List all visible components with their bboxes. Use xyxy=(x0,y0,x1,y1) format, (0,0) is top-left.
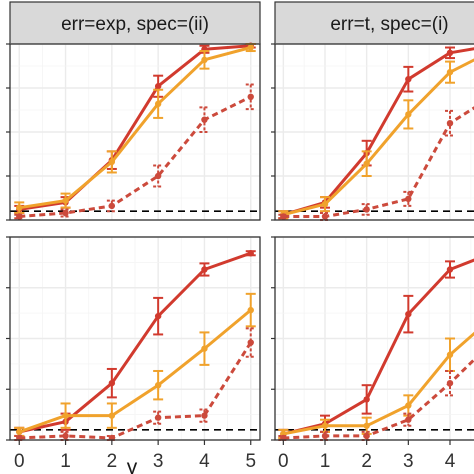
data-point xyxy=(446,379,454,387)
data-point xyxy=(247,44,254,51)
x-axis-ticks: 0 1 2 3 4 5 0 1 2 3 4 xyxy=(14,440,456,472)
x-tick-label: 0 xyxy=(278,451,289,472)
data-point xyxy=(16,204,23,211)
series-dashed_red-dashed xyxy=(278,106,474,221)
series-line xyxy=(19,341,252,440)
panel-border xyxy=(274,236,474,441)
series-orange xyxy=(14,43,256,214)
data-point xyxy=(363,160,370,167)
series-line xyxy=(283,357,474,440)
x-tick-label: 4 xyxy=(445,451,456,472)
series-line xyxy=(18,308,252,434)
data-point xyxy=(247,306,254,314)
series-line xyxy=(19,44,251,211)
data-point xyxy=(16,213,23,220)
series-line xyxy=(282,258,474,436)
data-point xyxy=(321,213,329,220)
data-point xyxy=(363,396,370,403)
data-point xyxy=(201,345,208,352)
series-line xyxy=(19,46,252,210)
data-point xyxy=(405,310,412,318)
x-tick-label: 4 xyxy=(199,451,210,472)
x-tick-label: 0 xyxy=(14,451,25,472)
facet-strip xyxy=(9,1,261,45)
data-point xyxy=(363,432,370,440)
data-point xyxy=(154,312,162,320)
data-point xyxy=(108,412,116,419)
data-point xyxy=(154,414,162,421)
data-point xyxy=(405,416,412,423)
x-tick-label: 1 xyxy=(60,451,71,472)
panel-4 xyxy=(271,236,474,442)
panel-2: err=t, spec=(i) xyxy=(271,1,474,221)
data-point xyxy=(247,93,254,101)
series-line xyxy=(283,106,474,218)
data-point xyxy=(108,158,116,166)
series-orange xyxy=(278,331,474,439)
data-point xyxy=(154,381,162,389)
series-line xyxy=(19,95,252,218)
panel-border xyxy=(9,43,261,221)
data-point xyxy=(201,56,208,64)
data-point xyxy=(405,76,412,83)
series-dashed_red-dashed xyxy=(14,83,256,220)
data-point xyxy=(108,202,116,210)
x-tick-label: 1 xyxy=(320,451,331,472)
data-point xyxy=(62,209,69,217)
x-tick-label: 3 xyxy=(403,451,414,472)
x-tick-label: 5 xyxy=(245,451,256,472)
series-line xyxy=(283,331,474,436)
data-point xyxy=(201,412,208,419)
data-point xyxy=(363,422,370,429)
data-point xyxy=(321,422,329,429)
series-line xyxy=(282,58,474,217)
data-point xyxy=(280,213,287,220)
data-point xyxy=(108,379,116,387)
data-point xyxy=(16,428,23,436)
data-point xyxy=(62,412,69,419)
series-orange xyxy=(14,292,256,437)
series-line xyxy=(18,251,252,434)
data-point xyxy=(405,402,412,409)
x-tick-label: 3 xyxy=(153,451,164,472)
panel-1: err=exp, spec=(ii) xyxy=(6,1,261,221)
panel-border xyxy=(274,43,474,221)
data-point xyxy=(154,100,162,108)
x-tick-label: 2 xyxy=(361,451,372,472)
data-point xyxy=(405,195,412,203)
data-point xyxy=(154,83,162,90)
data-point xyxy=(201,266,208,273)
data-point xyxy=(405,111,412,118)
x-tick-label: 2 xyxy=(107,451,118,472)
panel-3 xyxy=(6,236,261,442)
facet-strip-label: err=t, spec=(i) xyxy=(330,14,448,35)
data-point xyxy=(62,197,69,204)
data-point xyxy=(201,116,208,123)
data-point xyxy=(446,266,454,273)
data-point xyxy=(62,432,69,440)
data-point xyxy=(446,68,454,76)
data-point xyxy=(446,351,454,358)
data-point xyxy=(154,172,162,180)
data-point xyxy=(321,432,329,440)
data-point xyxy=(247,339,254,346)
data-point xyxy=(247,250,254,257)
data-point xyxy=(446,49,454,56)
facet-strip-label: err=exp, spec=(ii) xyxy=(61,14,209,35)
panel-border xyxy=(9,236,261,441)
data-point xyxy=(363,206,370,213)
x-axis-title: γ xyxy=(127,456,138,474)
data-point xyxy=(446,120,454,127)
data-point xyxy=(321,200,329,208)
chart-panels: err=exp, spec=(ii) err=t, spec=(i) xyxy=(6,1,474,442)
